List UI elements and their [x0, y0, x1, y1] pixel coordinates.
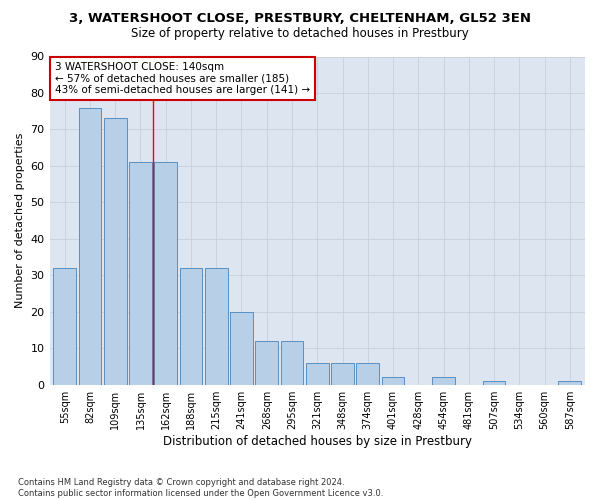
Text: Size of property relative to detached houses in Prestbury: Size of property relative to detached ho… — [131, 28, 469, 40]
Bar — [205, 268, 227, 384]
Bar — [382, 378, 404, 384]
Bar — [230, 312, 253, 384]
Bar — [306, 363, 329, 384]
Bar — [356, 363, 379, 384]
Bar — [79, 108, 101, 384]
Y-axis label: Number of detached properties: Number of detached properties — [15, 133, 25, 308]
Bar — [129, 162, 152, 384]
Bar — [154, 162, 177, 384]
X-axis label: Distribution of detached houses by size in Prestbury: Distribution of detached houses by size … — [163, 434, 472, 448]
Bar — [559, 381, 581, 384]
Bar — [179, 268, 202, 384]
Bar — [53, 268, 76, 384]
Text: 3, WATERSHOOT CLOSE, PRESTBURY, CHELTENHAM, GL52 3EN: 3, WATERSHOOT CLOSE, PRESTBURY, CHELTENH… — [69, 12, 531, 26]
Text: Contains HM Land Registry data © Crown copyright and database right 2024.
Contai: Contains HM Land Registry data © Crown c… — [18, 478, 383, 498]
Text: 3 WATERSHOOT CLOSE: 140sqm
← 57% of detached houses are smaller (185)
43% of sem: 3 WATERSHOOT CLOSE: 140sqm ← 57% of deta… — [55, 62, 310, 96]
Bar — [104, 118, 127, 384]
Bar — [256, 341, 278, 384]
Bar — [281, 341, 304, 384]
Bar — [432, 378, 455, 384]
Bar — [483, 381, 505, 384]
Bar — [331, 363, 354, 384]
